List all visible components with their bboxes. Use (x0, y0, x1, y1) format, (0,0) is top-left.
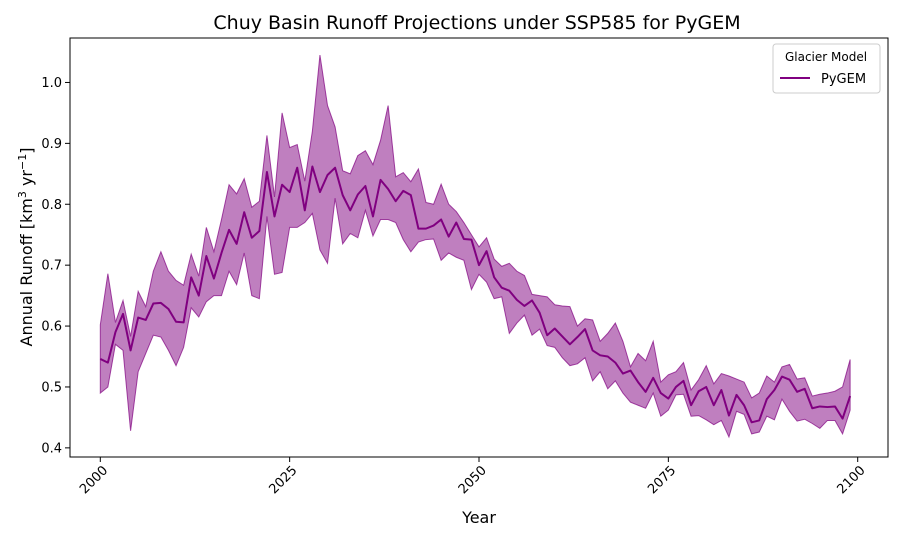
y-axis-title-sup-3: 3 (16, 191, 29, 198)
y-axis: 0.4 0.5 0.6 0.7 0.8 0.9 1.0 (41, 76, 70, 456)
series-line-layer (99, 165, 852, 424)
y-axis-title-main: Annual Runoff [km (17, 198, 36, 346)
legend-title: Glacier Model (785, 50, 867, 64)
y-tick-label-2: 0.6 (41, 320, 62, 335)
y-tick-label-0: 0.4 (41, 441, 62, 456)
uncertainty-band-pygem (99, 54, 851, 439)
x-axis-title: Year (461, 508, 496, 527)
y-axis-title-mid: yr (17, 170, 36, 192)
y-tick-label-4: 0.8 (41, 198, 62, 213)
y-axis-title-end: ] (17, 148, 36, 154)
y-tick-label-3: 0.7 (41, 259, 62, 274)
legend-box (772, 43, 881, 94)
y-axis-title-sup-minus1: −1 (16, 154, 29, 170)
legend-label-pygem: PyGEM (821, 72, 866, 87)
legend: Glacier Model PyGEM (772, 43, 881, 94)
uncertainty-band-layer (99, 54, 851, 439)
y-tick-label-5: 0.9 (41, 137, 62, 152)
y-tick-label-1: 0.5 (41, 380, 62, 395)
chart-title: Chuy Basin Runoff Projections under SSP5… (213, 12, 740, 34)
y-axis-title: Annual Runoff [km3 yr−1] (16, 148, 37, 347)
series-line-pygem (99, 165, 852, 424)
y-tick-label-6: 1.0 (41, 76, 62, 91)
